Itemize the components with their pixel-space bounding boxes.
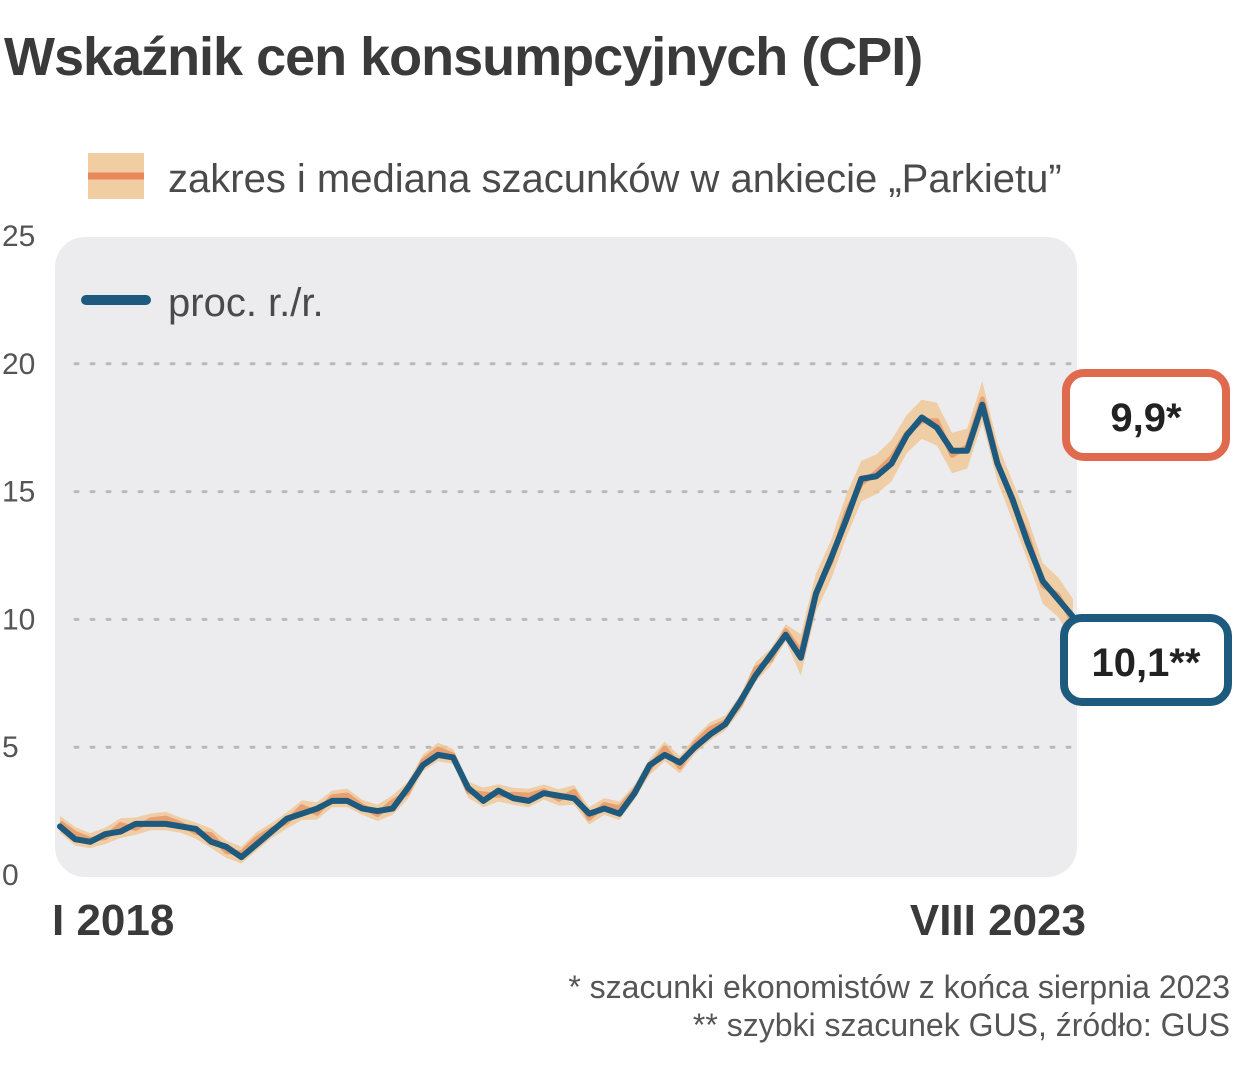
- flash-estimate-callout-label: 10,1**: [1092, 641, 1201, 685]
- y-tick-label-5: 5: [2, 731, 19, 764]
- flash-estimate-callout: 10,1**: [1060, 614, 1232, 706]
- footnotes: * szacunki ekonomistów z końca sierpnia …: [568, 968, 1230, 1044]
- x-label-start: I 2018: [52, 896, 174, 945]
- legend-label-cpi: proc. r./r.: [168, 281, 324, 325]
- legend-label-estimates: zakres i mediana szacunków w ankiecie „P…: [168, 157, 1062, 201]
- gridlines: [73, 362, 1079, 749]
- footnote-estimates: * szacunki ekonomistów z końca sierpnia …: [568, 969, 1230, 1005]
- plot-background: [55, 237, 1077, 877]
- y-tick-label-20: 20: [2, 348, 35, 381]
- footnote-source: ** szybki szacunek GUS, źródło: GUS: [692, 1007, 1230, 1043]
- y-tick-label-10: 10: [2, 603, 35, 636]
- x-label-end: VIII 2023: [910, 896, 1086, 945]
- chart-title: Wskaźnik cen konsumpcyjnych (CPI): [4, 27, 923, 87]
- y-tick-label-0: 0: [2, 859, 19, 892]
- y-axis-ticks: 0 5 10 15 20 25: [2, 220, 35, 892]
- estimate-callout-label: 9,9*: [1110, 396, 1182, 440]
- flash-estimate-callout-box: [1060, 614, 1232, 706]
- legend: zakres i mediana szacunków w ankiecie „P…: [81, 153, 1062, 325]
- cpi-series-line: [57, 401, 1076, 861]
- y-tick-label-25: 25: [2, 220, 35, 253]
- y-tick-label-15: 15: [2, 476, 35, 509]
- estimate-callout-box: [1062, 369, 1230, 461]
- estimate-callout: 9,9*: [1062, 369, 1230, 461]
